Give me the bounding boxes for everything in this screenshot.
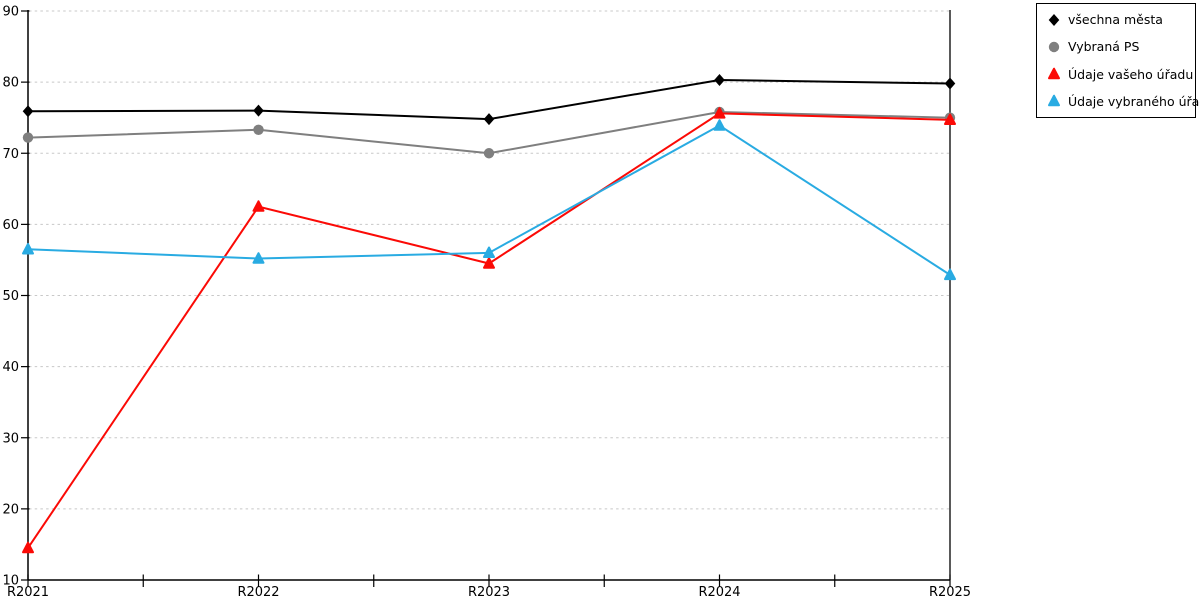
y-tick-label: 60 [2, 218, 19, 233]
data-point-circle-icon [483, 148, 495, 159]
series-line-triangle [27, 112, 951, 549]
y-tick-label: 20 [2, 502, 19, 517]
data-point-diamond-icon [944, 77, 956, 90]
triangle-glyph [1048, 67, 1060, 80]
data-point-triangle-icon [22, 541, 34, 554]
triangle-icon [1048, 67, 1060, 80]
x-tick-label: R2022 [237, 585, 279, 600]
x-tick-label: R2025 [929, 585, 971, 600]
data-point-circle-icon [22, 132, 34, 143]
diamond-glyph [1048, 13, 1060, 26]
y-tick-label: 10 [2, 574, 19, 589]
diamond-icon [1048, 13, 1060, 26]
data-point-diamond-icon [253, 104, 264, 117]
circle-glyph [1048, 41, 1060, 53]
legend-item-vybrana-ps: Vybraná PS [1046, 39, 1193, 54]
data-point-triangle-icon [252, 252, 265, 264]
legend-label: Údaje vašeho úřadu [1068, 66, 1194, 82]
y-tick-label: 80 [2, 76, 19, 91]
circle-icon [1048, 41, 1060, 53]
data-point-diamond-icon [483, 113, 495, 126]
y-tick-label: 50 [2, 289, 19, 304]
triangle-icon [1048, 95, 1060, 107]
x-tick-label: R2024 [698, 585, 740, 600]
triangle-glyph [1048, 95, 1060, 107]
data-point-diamond-icon [714, 73, 725, 86]
data-point-triangle-icon [483, 257, 495, 269]
legend: všechna města Vybraná PS Údaje vašeho úř… [1036, 3, 1200, 118]
legend-label: všechna města [1068, 12, 1163, 28]
legend-item-udaje-vaseho-uradu: Údaje vašeho úřadu [1046, 67, 1193, 82]
data-point-circle-icon [253, 124, 264, 135]
x-tick-label: R2021 [7, 585, 49, 600]
data-point-triangle-icon [713, 107, 726, 119]
y-tick-label: 70 [2, 147, 19, 162]
legend-item-vsechna-mesta: všechna města [1046, 12, 1193, 27]
data-point-triangle-icon [944, 113, 956, 126]
y-tick-label: 90 [2, 5, 19, 20]
data-point-diamond-icon [22, 105, 34, 118]
data-point-triangle-icon [713, 119, 726, 131]
y-tick-label: 40 [2, 360, 19, 375]
data-point-triangle-icon [252, 200, 265, 212]
y-tick-label: 30 [2, 431, 19, 446]
legend-label: Vybraná PS [1068, 39, 1140, 55]
data-point-triangle-icon [22, 242, 34, 255]
x-tick-label: R2023 [468, 585, 510, 600]
legend-label: Údaje vybraného úřadu [1068, 93, 1200, 109]
data-point-triangle-icon [483, 246, 495, 259]
data-point-triangle-icon [944, 268, 956, 281]
legend-item-udaje-vybraneho-uradu: Údaje vybraného úřadu [1046, 94, 1200, 109]
